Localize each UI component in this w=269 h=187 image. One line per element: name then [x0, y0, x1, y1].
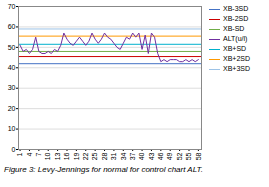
svg-text:70: 70: [8, 3, 16, 10]
svg-text:16: 16: [63, 152, 70, 160]
svg-text:52: 52: [176, 152, 183, 160]
svg-text:55: 55: [185, 152, 192, 160]
svg-text:58: 58: [195, 152, 202, 160]
svg-text:40: 40: [8, 64, 16, 71]
svg-text:34: 34: [120, 152, 127, 160]
svg-text:4: 4: [26, 152, 33, 156]
svg-text:31: 31: [110, 152, 117, 160]
svg-text:40: 40: [138, 152, 145, 160]
html-text:XB+SD: XB+SD: [223, 45, 247, 52]
svg-text:0: 0: [12, 146, 16, 153]
svg-text:50: 50: [8, 44, 16, 51]
html-text:XB+3SD: XB+3SD: [223, 65, 250, 72]
svg-text:7: 7: [35, 152, 42, 156]
svg-text:37: 37: [129, 152, 136, 160]
svg-text:25: 25: [91, 152, 98, 160]
svg-text:1: 1: [16, 152, 23, 156]
html-text:XB-2SD: XB-2SD: [223, 15, 249, 22]
svg-text:49: 49: [166, 152, 173, 160]
svg-text:10: 10: [44, 152, 51, 160]
html-text:ALT(u/l): ALT(u/l): [223, 35, 248, 42]
svg-text:19: 19: [73, 152, 80, 160]
svg-text:22: 22: [82, 152, 89, 160]
svg-text:43: 43: [148, 152, 155, 160]
svg-text:46: 46: [157, 152, 164, 160]
svg-text:10: 10: [8, 125, 16, 132]
html-text:XB+2SD: XB+2SD: [223, 55, 250, 62]
svg-text:60: 60: [8, 23, 16, 30]
svg-text:30: 30: [8, 84, 16, 91]
html-text:Figure 3: Levy-Jennings for no: Figure 3: Levy-Jennings for normal for c…: [4, 165, 203, 174]
svg-text:28: 28: [101, 152, 108, 160]
html-text:XB-3SD: XB-3SD: [223, 5, 249, 12]
svg-text:13: 13: [54, 152, 61, 160]
html-text:XB-SD: XB-SD: [223, 25, 245, 32]
svg-text:20: 20: [8, 105, 16, 112]
